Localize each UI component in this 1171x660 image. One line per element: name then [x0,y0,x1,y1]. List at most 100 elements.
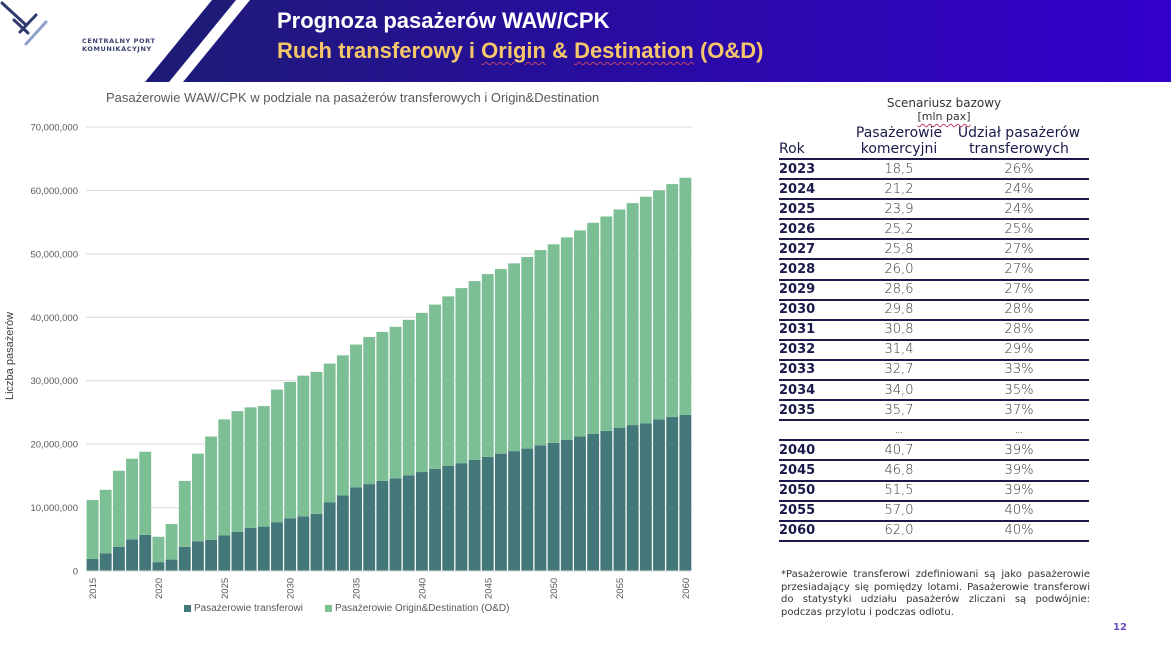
bar-od-2047 [508,263,521,452]
bar-transfer-2016 [99,553,112,571]
legend-item-od: Pasażerowie Origin&Destination (O&D) [324,603,510,614]
bar-od-2031 [297,375,310,517]
cell-pax: 46,8 [884,462,914,478]
cell-year: 2055 [779,503,816,519]
header-banner: CENTRALNY PORT KOMUNIKACYJNY Prognoza pa… [0,0,1171,82]
y-tick-label: 60,000,000 [30,186,78,197]
cell-share: 33% [1004,362,1034,378]
cell-share: 40% [1004,503,1034,519]
y-tick-label: 50,000,000 [30,249,78,260]
table-row: 2026 25,2 25% [779,220,1089,241]
cell-year: 2029 [779,282,816,298]
table-row: 2035 35,7 37% [779,401,1089,422]
table-row: 2032 31,4 29% [779,341,1089,361]
header-year: Rok [779,141,805,157]
bar-od-2029 [271,389,283,523]
cell-year: 2040 [779,442,816,458]
bar-od-2044 [468,281,481,460]
bar-od-2033 [323,363,336,503]
bar-od-2020 [152,536,165,563]
cell-pax: 31,4 [884,342,914,358]
bar-transfer-2031 [297,516,310,571]
bar-transfer-2028 [257,526,270,571]
x-tick-label: 2040 [417,578,428,599]
cell-share: 25% [1004,221,1034,237]
logo-line2: KOMUNIKACYJNY [82,45,152,53]
cell-share: 37% [1004,402,1034,418]
cell-year: 2031 [779,322,816,338]
cell-share: 35% [1004,382,1034,398]
bar-od-2056 [626,203,639,426]
stacked-bar-chart: 0 10,000,000 20,000,000 30,000,000 40,000,00… [30,123,692,599]
bar-od-2042 [442,296,455,466]
header-pax: Pasażerowie komercyjni [855,125,943,157]
x-tick-label: 2050 [549,578,560,599]
bar-od-2051 [560,237,573,440]
bar-transfer-2030 [284,518,297,571]
x-tick-label: 2055 [615,578,626,599]
bar-od-2060 [679,177,692,415]
table-row: ...... [779,421,1089,442]
legend-swatch-transfer [184,605,191,612]
cell-pax: 18,5 [884,161,914,177]
cell-share: 27% [1004,262,1034,278]
cell-year: 2028 [779,262,816,278]
cell-share: 39% [1004,462,1034,478]
bar-od-2037 [376,331,389,481]
bar-od-2050 [547,244,560,443]
banner-background [145,0,1171,82]
table-row: 2027 25,8 27% [779,240,1089,261]
bar-transfer-2047 [508,451,521,571]
bar-transfer-2017 [112,546,125,571]
cell-share: 28% [1004,302,1034,318]
x-tick-label: 2035 [352,578,363,599]
table-row: 2031 30,8 28% [779,321,1089,341]
subtitle-part: Origin [481,38,546,63]
bar-od-2034 [336,355,349,496]
bar-od-2058 [653,190,665,420]
bar-transfer-2055 [613,427,626,571]
cell-share: 27% [1004,282,1034,298]
bar-od-2022 [178,480,191,547]
logo-text: CENTRALNY PORT KOMUNIKACYJNY [82,37,156,53]
bar-transfer-2051 [560,439,573,571]
bar-transfer-2036 [363,484,376,571]
unit-label: [mln pax] [779,111,1089,123]
bar-transfer-2026 [231,531,244,571]
bar-od-2025 [218,419,231,536]
y-tick-label: 40,000,000 [30,313,78,324]
bar-od-2053 [587,222,600,434]
bar-transfer-2024 [205,539,218,571]
bar-od-2019 [139,451,152,535]
subtitle-part: & [545,38,575,63]
bar-od-2041 [429,304,441,469]
bar-od-2043 [455,288,468,464]
cell-year: 2025 [779,201,816,217]
cell-share: 40% [1004,523,1034,539]
cell-year: 2034 [779,382,816,398]
cell-pax: 57,0 [884,503,914,519]
legend-label: Pasażerowie transferowi [194,603,303,614]
cell-share: 26% [1004,161,1034,177]
table-row: 2045 46,8 39% [779,461,1089,482]
table-row: 2050 51,5 39% [779,482,1089,502]
bar-od-2048 [521,257,534,449]
page-number: 12 [1113,622,1127,633]
cell-pax: 25,8 [884,241,914,257]
bar-transfer-2018 [126,539,138,571]
cell-year: 2027 [779,241,816,257]
cell-year: 2024 [779,181,816,197]
cell-pax: 25,2 [884,221,914,237]
subtitle-part: (O&D) [693,38,764,63]
bar-transfer-2021 [165,559,178,571]
legend-label: Pasażerowie Origin&Destination (O&D) [334,603,510,614]
cell-pax: 26,0 [884,262,914,278]
bar-transfer-2052 [574,436,586,571]
subtitle-part: Destination [574,38,694,63]
y-tick-label: 20,000,000 [30,440,78,451]
bar-transfer-2050 [547,442,560,571]
cell-share: 29% [1004,342,1034,358]
table-body: 2023 18,5 26% 2024 21,2 24% 2025 23,9 24% 2026 25,… [779,160,1089,542]
bar-transfer-2029 [271,522,283,571]
bar-od-2057 [639,196,652,424]
